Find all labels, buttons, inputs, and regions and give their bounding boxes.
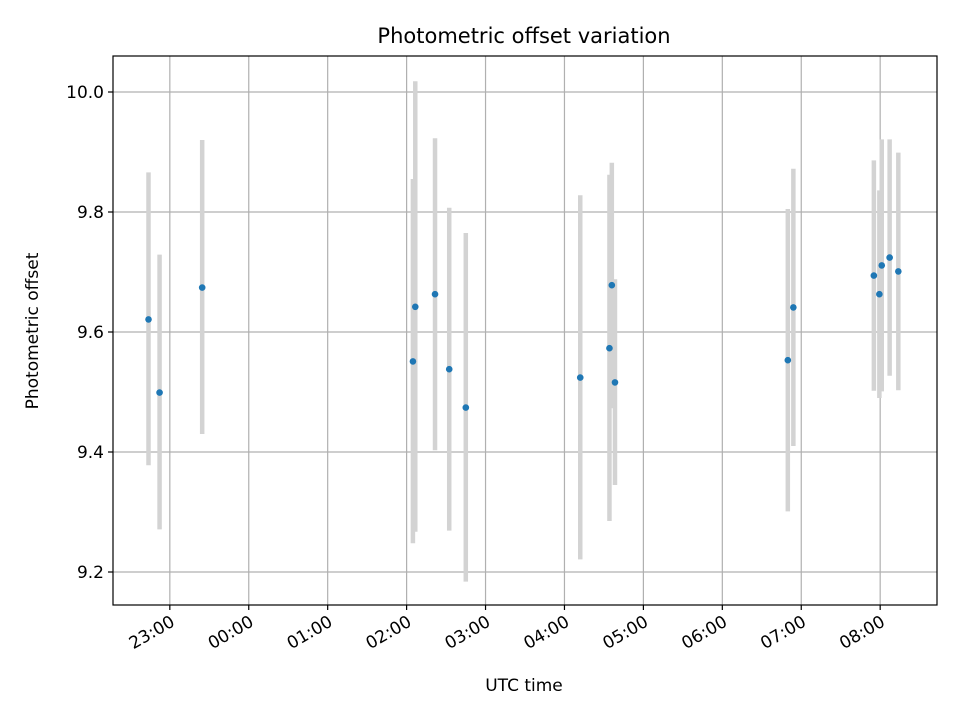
data-point [878,262,886,269]
chart-title: Photometric offset variation [377,24,670,48]
data-point [145,316,152,323]
y-tick-label: 9.4 [77,443,104,463]
data-point [576,374,584,381]
data-point [431,290,439,298]
data-point [606,344,613,352]
y-tick-label: 9.6 [77,323,104,343]
x-tick-label: 07:00 [757,612,809,654]
y-axis-ticks: 9.2 9.4 9.6 9.8 10.0 [66,83,113,583]
data-point [445,365,453,373]
x-axis-label: UTC time [485,676,563,696]
data-point [409,358,417,365]
data-point [886,254,893,261]
data-point [895,268,902,275]
plot-frame [112,55,938,606]
y-tick-label: 9.8 [77,203,104,223]
x-tick-label: 04:00 [521,612,573,654]
x-tick-label: 02:00 [363,612,415,654]
y-axis-label: Photometric offset [23,252,43,409]
grid [113,56,937,605]
x-tick-label: 01:00 [284,612,336,654]
data-point [156,389,163,396]
data-point [876,290,883,298]
y-tick-label: 10.0 [66,83,104,103]
x-tick-label: 06:00 [678,612,730,654]
x-tick-label: 00:00 [205,612,257,654]
data-point [870,272,878,279]
data-point [198,284,206,291]
data-point [411,303,419,311]
x-tick-label: 05:00 [599,612,651,654]
data-point [608,281,616,289]
x-tick-label: 03:00 [442,612,494,654]
data-points [145,254,902,411]
x-tick-label: 23:00 [126,612,178,654]
data-point [784,356,792,364]
data-point [462,404,470,411]
y-tick-label: 9.2 [77,563,104,583]
data-point [611,379,619,386]
error-bars [146,81,901,582]
x-tick-label: 08:00 [836,612,888,654]
data-point [790,304,797,311]
x-axis-ticks: 23:00 00:00 01:00 02:00 03:00 04:00 05:00 06:00… [126,605,889,654]
